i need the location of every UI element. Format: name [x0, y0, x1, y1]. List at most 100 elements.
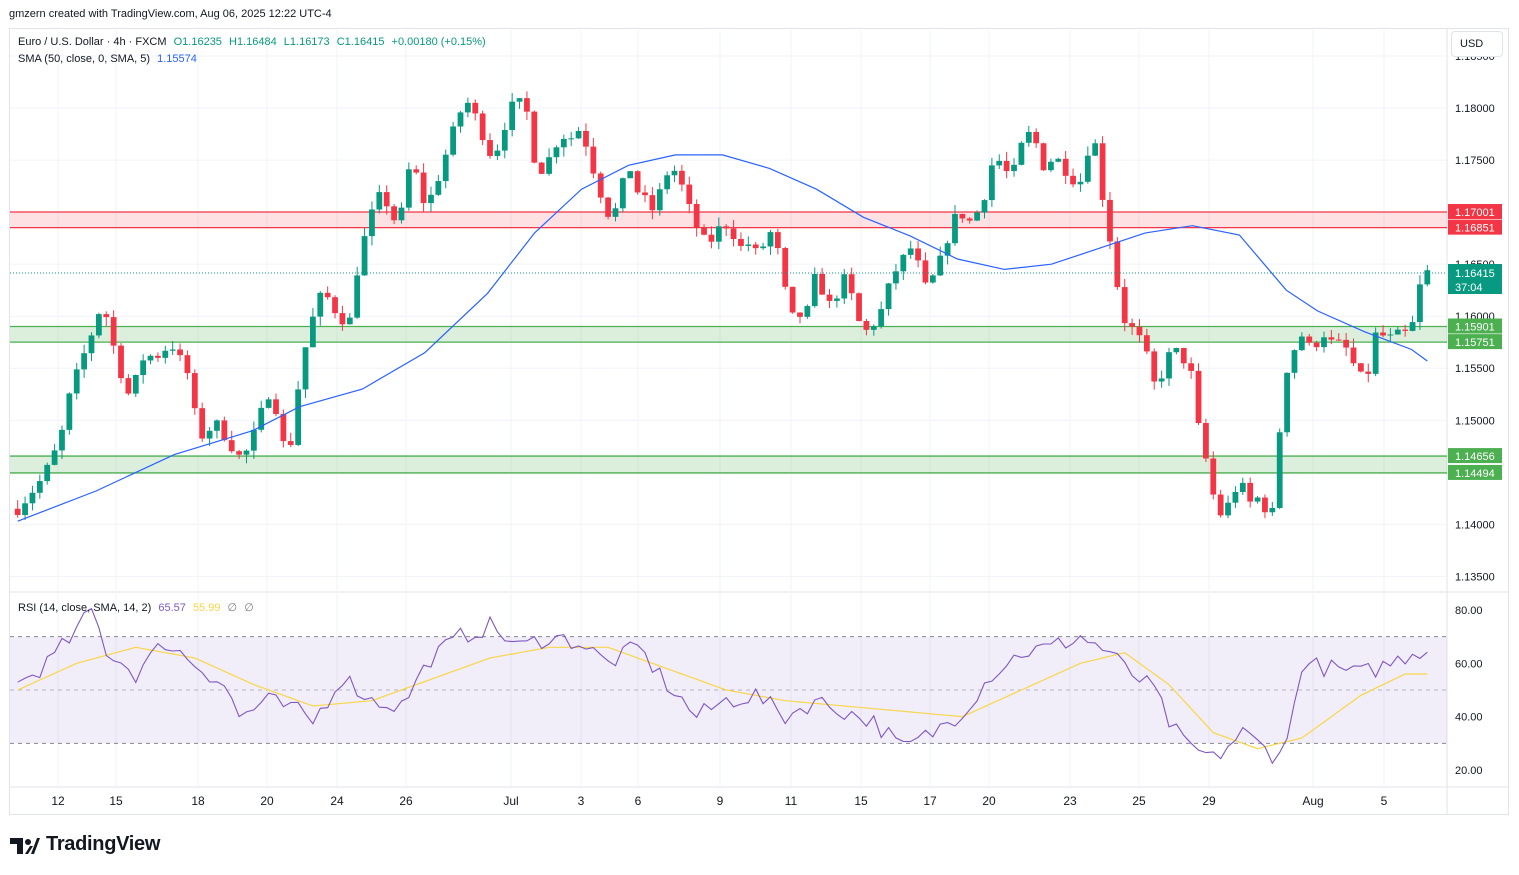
candle-down [1380, 332, 1386, 336]
support-zone-label-top: 1.14656 [1455, 451, 1495, 463]
candle-down [1350, 347, 1357, 364]
candle-down [701, 227, 707, 235]
candle-down [1003, 160, 1010, 172]
candle-up [258, 407, 265, 430]
candle-up [435, 181, 442, 195]
candle-up [22, 503, 28, 515]
rsi-tick-label: 40.00 [1455, 712, 1483, 724]
time-tick-label: 20 [260, 794, 274, 808]
candle-down [1203, 423, 1209, 459]
candle-up [88, 335, 95, 354]
time-tick-label: 9 [717, 794, 724, 808]
candle-down [1033, 131, 1040, 144]
candle-up [929, 275, 936, 283]
candle-up [1417, 284, 1423, 323]
time-tick-label: 25 [1132, 794, 1146, 808]
candle-up [760, 246, 766, 249]
candle-up [295, 389, 302, 445]
support-zone-label-bottom: 1.14494 [1455, 468, 1495, 480]
candle-up [1372, 332, 1379, 374]
candle-up [464, 102, 471, 113]
candle-down [1210, 458, 1217, 495]
rsi-legend: RSI (14, close, SMA, 14, 2) 65.57 55.99 … [18, 601, 258, 614]
candle-down [1188, 363, 1195, 371]
candle-down [738, 239, 744, 246]
candle-up [428, 194, 434, 204]
candle-up [44, 464, 51, 482]
time-tick-label: 20 [982, 794, 996, 808]
candle-up [546, 157, 552, 174]
price-tick-label: 1.18000 [1455, 103, 1495, 115]
candle-up [1225, 502, 1231, 516]
candle-down [590, 146, 597, 174]
candle-down [339, 313, 346, 325]
candle-down [1180, 348, 1187, 364]
candle-up [405, 169, 412, 208]
candle-up [73, 369, 80, 394]
candle-up [612, 208, 619, 217]
candle-down [524, 98, 530, 112]
support-zone [10, 456, 1447, 473]
candle-up [937, 255, 944, 276]
candle-down [125, 378, 132, 394]
candle-up [1084, 155, 1091, 182]
candle-down [597, 173, 604, 198]
legend-change: +0.00180 (+0.15%) [391, 36, 486, 48]
candle-up [885, 283, 892, 310]
support-zone-label-top: 1.15901 [1455, 322, 1495, 334]
candle-up [509, 101, 516, 130]
legend-low: L1.16173 [283, 36, 330, 48]
rsi-tick-label: 20.00 [1455, 765, 1483, 777]
candle-up [1284, 372, 1290, 433]
candle-down [273, 399, 279, 415]
rsi-value: 65.57 [158, 602, 186, 614]
sma-line [17, 154, 1428, 522]
bar-countdown: 37:04 [1455, 282, 1483, 294]
candle-up [398, 207, 405, 221]
candle-up [494, 150, 501, 156]
candle-down [1143, 335, 1150, 352]
currency-button[interactable]: USD [1451, 31, 1503, 57]
candle-down [679, 170, 685, 185]
candle-up [1025, 131, 1032, 143]
candle-down [774, 232, 781, 248]
legend-open: O1.16235 [173, 36, 222, 48]
candle-down [1313, 342, 1320, 348]
rsi-ma-value: 55.99 [192, 602, 221, 614]
symbol-title: Euro / U.S. Dollar · 4h · FXCM [18, 36, 167, 48]
candle-up [870, 326, 877, 330]
candle-down [228, 440, 235, 452]
candle-up [29, 492, 36, 504]
candle-up [1298, 336, 1305, 351]
candle-up [988, 165, 995, 201]
tradingview-logo-icon [10, 837, 40, 854]
time-tick-label: 15 [109, 794, 123, 808]
candle-down [605, 197, 611, 217]
time-tick-label: 6 [635, 794, 642, 808]
price-tick-label: 1.17500 [1455, 155, 1495, 167]
candle-up [745, 244, 752, 246]
candle-down [1070, 175, 1076, 185]
candle-down [199, 408, 206, 439]
candle-up [841, 274, 848, 299]
candle-down [959, 213, 966, 219]
candle-up [81, 353, 88, 370]
candle-up [627, 171, 634, 179]
candle-up [1055, 158, 1062, 162]
candle-up [317, 292, 324, 317]
rsi-line [17, 607, 1428, 765]
candle-down [1121, 287, 1128, 324]
candle-up [878, 309, 885, 327]
last-price-label: 1.16415 [1455, 268, 1495, 280]
candle-up [560, 138, 567, 148]
candle-down [280, 414, 287, 442]
candle-up [214, 420, 220, 431]
price-tick-label: 1.14000 [1455, 519, 1495, 531]
candle-down [155, 355, 161, 358]
candle-down [1099, 143, 1106, 200]
candle-down [413, 169, 420, 173]
rsi-ma-line [17, 646, 1428, 750]
candle-up [243, 450, 250, 455]
candle-down [221, 420, 228, 441]
